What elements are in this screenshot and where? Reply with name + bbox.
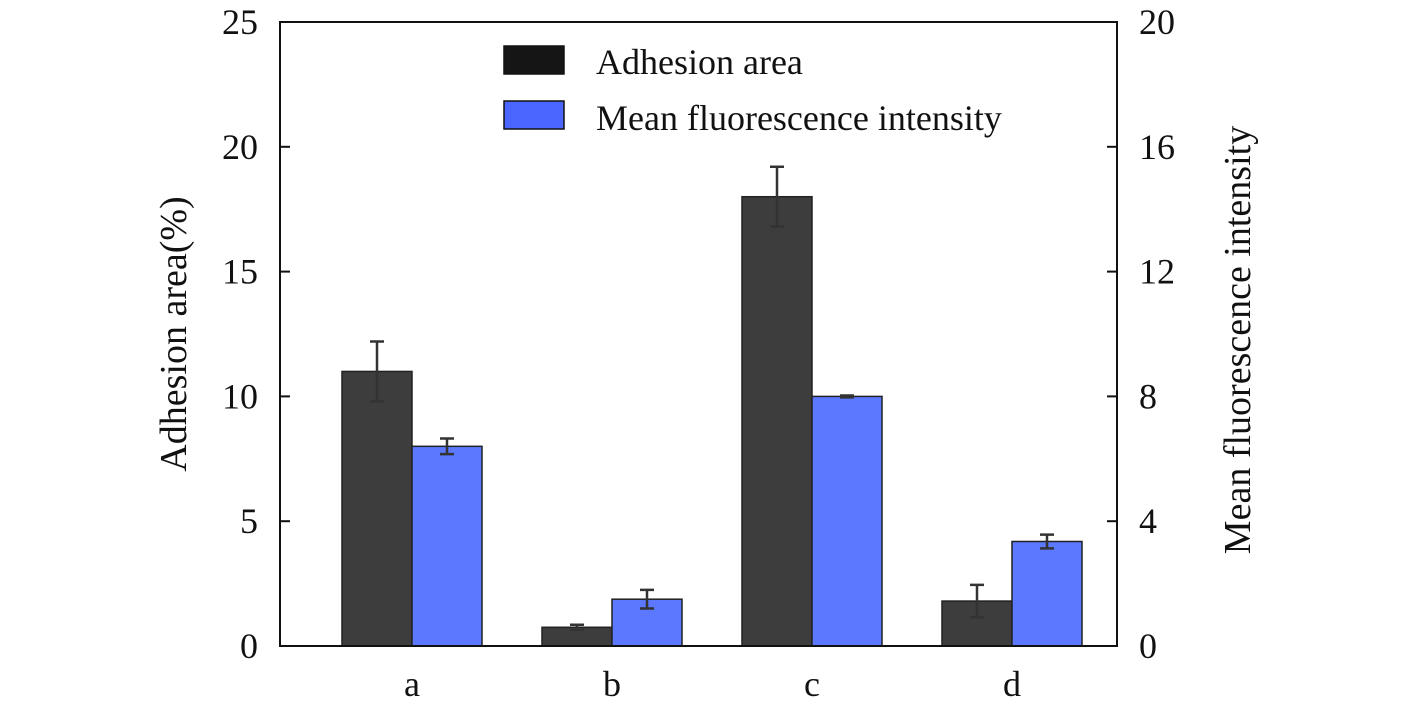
bar-c-adhesion-area	[741, 195, 813, 647]
y-tick-label-left: 10	[222, 376, 258, 416]
legend-swatch-mean-fluorescence	[503, 100, 565, 130]
x-tick-label: b	[603, 664, 621, 704]
y-tick-label-right: 8	[1139, 376, 1157, 416]
error-bar-c-fluorescence	[840, 394, 854, 399]
y-tick-label-left: 20	[222, 127, 258, 167]
error-bar-b-fluorescence	[640, 588, 654, 610]
x-tick-label: a	[404, 664, 420, 704]
y-tick-label-right: 12	[1139, 252, 1175, 292]
y-axis-label-left: Adhesion area(%)	[153, 196, 195, 471]
plot-frame	[279, 21, 1118, 647]
error-bar-b-adhesion-area	[570, 623, 584, 632]
bar-c-fluorescence	[811, 395, 883, 647]
y-tick-label-right: 0	[1139, 626, 1157, 666]
y-tick-label-right: 4	[1139, 501, 1157, 541]
legend-swatch-adhesion-area	[503, 45, 565, 75]
y-tick-label-left: 25	[222, 2, 258, 42]
legend: Adhesion area Mean fluorescence intensit…	[503, 42, 1002, 138]
error-bar-d-fluorescence	[1040, 533, 1054, 550]
bar-a-fluorescence	[411, 445, 483, 647]
y-tick-label-right: 20	[1139, 2, 1175, 42]
bar-d-fluorescence	[1011, 540, 1083, 647]
legend-label-adhesion-area: Adhesion area	[596, 42, 803, 82]
error-bar-a-fluorescence	[440, 437, 454, 456]
error-bar-a-adhesion-area	[370, 340, 384, 403]
y-tick-label-right: 16	[1139, 127, 1175, 167]
y-tick-label-left: 0	[240, 626, 258, 666]
x-tick-label: d	[1003, 664, 1021, 704]
y-tick-label-left: 5	[240, 501, 258, 541]
y-tick-label-left: 15	[222, 252, 258, 292]
bar-a-adhesion-area	[341, 370, 413, 647]
x-tick-label: c	[804, 664, 820, 704]
legend-label-mean-fluorescence: Mean fluorescence intensity	[596, 98, 1002, 138]
y-axis-label-right: Mean fluorescence intensity	[1217, 126, 1259, 554]
error-bar-c-adhesion-area	[770, 165, 784, 228]
error-bar-d-adhesion-area	[970, 583, 984, 619]
